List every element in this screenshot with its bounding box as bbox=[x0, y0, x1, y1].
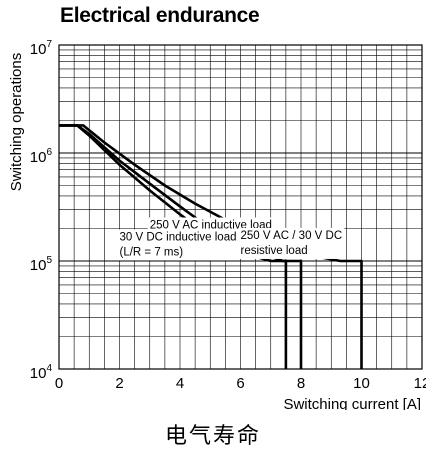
y-tick-label: 104 bbox=[30, 363, 53, 382]
annotation-background bbox=[117, 229, 239, 261]
x-tick-label: 6 bbox=[236, 375, 244, 392]
x-tick-label: 12 bbox=[414, 375, 426, 392]
x-tick-label: 8 bbox=[297, 375, 305, 392]
annotation-text: 250 V AC / 30 V DC bbox=[241, 230, 343, 242]
chart-title: Electrical endurance bbox=[60, 4, 260, 27]
endurance-chart: 250 V AC inductive load(cos φ= 0,4)250 V… bbox=[8, 39, 426, 410]
series-line-2 bbox=[59, 124, 303, 369]
y-tick-label: 105 bbox=[30, 255, 53, 274]
plot-frame bbox=[58, 44, 423, 370]
grid-lines bbox=[59, 45, 422, 369]
tick-labels: 0 2 4 6 8 10 12 104 105 106 107 bbox=[30, 39, 426, 392]
annotation-3: 30 V DC inductive load (L/R = 7 ms) bbox=[117, 229, 239, 261]
x-tick-label: 10 bbox=[353, 375, 370, 392]
y-axis-label: Switching operations bbox=[8, 53, 25, 191]
annotation-2: 250 V AC / 30 V DC resistive load bbox=[238, 227, 345, 259]
y-tick-label: 107 bbox=[30, 39, 53, 58]
x-tick-label: 2 bbox=[115, 375, 123, 392]
annotation-text: (L/R = 7 ms) bbox=[120, 246, 184, 258]
annotation-text: resistive load bbox=[241, 245, 308, 257]
annotation-text: 30 V DC inductive load bbox=[120, 231, 237, 243]
x-tick-label: 0 bbox=[55, 375, 63, 392]
x-axis-label: Switching current [A] bbox=[283, 396, 421, 410]
annotation-background bbox=[238, 227, 345, 259]
y-tick-label: 106 bbox=[30, 147, 53, 166]
annotations: 250 V AC inductive load(cos φ= 0,4)250 V… bbox=[117, 217, 345, 261]
x-tick-label: 4 bbox=[176, 375, 184, 392]
caption: 电气寿命 bbox=[164, 424, 261, 449]
